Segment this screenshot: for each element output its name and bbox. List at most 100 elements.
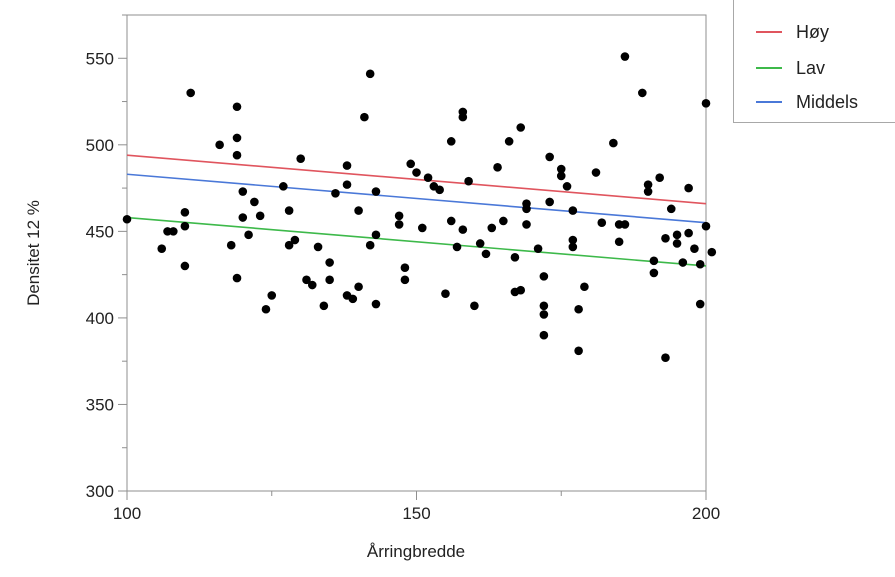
legend-label-lav: Lav xyxy=(796,57,826,78)
data-point xyxy=(354,282,363,292)
y-tick-label: 400 xyxy=(86,309,114,328)
data-point xyxy=(510,253,520,262)
data-point xyxy=(354,206,363,215)
legend-swatch-hoy xyxy=(756,31,782,33)
data-point xyxy=(232,273,242,283)
data-point xyxy=(435,185,444,195)
data-point xyxy=(695,259,705,269)
data-point xyxy=(516,123,526,132)
data-point xyxy=(574,304,583,314)
data-point xyxy=(313,242,323,252)
data-point xyxy=(522,220,531,229)
x-axis: 100 150 200 xyxy=(113,491,720,523)
data-point xyxy=(307,280,317,290)
data-point xyxy=(620,52,630,61)
data-point xyxy=(562,182,572,191)
legend-label-hoy: Høy xyxy=(796,21,829,42)
data-point xyxy=(446,216,456,226)
data-point xyxy=(365,240,375,250)
y-tick-label: 500 xyxy=(86,136,114,155)
data-point xyxy=(412,168,421,177)
data-point xyxy=(649,268,659,278)
y-axis: 300 350 400 450 500 550 xyxy=(86,14,127,501)
fit-lines xyxy=(127,154,706,267)
data-point xyxy=(609,138,618,148)
y-tick-label: 550 xyxy=(86,49,114,68)
fit-line-lav xyxy=(127,216,706,267)
data-point xyxy=(649,256,659,266)
data-point xyxy=(348,294,358,304)
data-point xyxy=(597,218,607,228)
data-point xyxy=(371,299,381,309)
data-point xyxy=(238,187,248,196)
data-point xyxy=(186,88,195,98)
data-point xyxy=(556,164,566,174)
data-point xyxy=(707,247,717,257)
data-point xyxy=(250,197,259,207)
data-point xyxy=(545,152,554,162)
legend-swatch-middels xyxy=(756,101,782,103)
data-point xyxy=(638,88,647,98)
data-point xyxy=(643,187,653,196)
data-point xyxy=(672,239,682,248)
data-point xyxy=(441,289,450,298)
data-point xyxy=(238,213,248,222)
data-point xyxy=(122,214,132,224)
data-point xyxy=(458,112,468,122)
data-point xyxy=(371,187,381,196)
data-point xyxy=(580,282,589,292)
data-point xyxy=(325,275,334,285)
data-point xyxy=(666,204,676,214)
data-point xyxy=(331,188,340,198)
data-point xyxy=(325,258,334,267)
x-tick-label: 200 xyxy=(692,504,720,523)
data-points xyxy=(122,52,717,363)
y-tick-label: 450 xyxy=(86,222,114,241)
y-tick-label: 300 xyxy=(86,482,114,501)
legend-swatch-lav xyxy=(756,67,782,69)
data-point xyxy=(319,301,329,311)
data-point xyxy=(475,239,485,248)
data-point xyxy=(684,183,693,193)
data-point xyxy=(568,242,578,252)
data-point xyxy=(568,206,578,215)
legend-label-middels: Middels xyxy=(796,91,859,112)
data-point xyxy=(655,173,664,183)
legend-item-lav: Lav xyxy=(756,56,825,80)
data-point xyxy=(423,173,433,183)
data-point xyxy=(690,244,699,253)
x-tick-label: 100 xyxy=(113,504,141,523)
data-point xyxy=(661,353,670,363)
data-point xyxy=(545,197,554,207)
data-point xyxy=(470,301,479,311)
data-point xyxy=(591,168,601,177)
data-point xyxy=(522,204,531,214)
data-point xyxy=(360,112,369,122)
data-point xyxy=(417,223,427,233)
x-tick-label: 150 xyxy=(402,504,430,523)
data-point xyxy=(516,285,526,295)
data-point xyxy=(400,275,410,285)
data-point xyxy=(290,235,300,245)
legend: Høy Lav Middels xyxy=(733,0,895,123)
data-point xyxy=(394,211,404,221)
data-point xyxy=(487,223,497,233)
data-point xyxy=(556,171,566,181)
data-point xyxy=(695,299,705,309)
data-point xyxy=(539,310,549,319)
data-point xyxy=(215,140,224,150)
data-point xyxy=(481,249,491,259)
data-point xyxy=(574,346,583,356)
data-point xyxy=(169,227,178,236)
fit-line-hy xyxy=(127,154,706,205)
legend-item-hoy: Høy xyxy=(756,20,829,44)
data-point xyxy=(452,242,462,252)
data-point xyxy=(539,330,549,340)
data-point xyxy=(232,102,242,112)
data-point xyxy=(701,221,711,231)
data-point xyxy=(296,154,306,163)
data-point xyxy=(157,244,167,253)
data-point xyxy=(446,137,456,146)
data-point xyxy=(284,206,294,215)
